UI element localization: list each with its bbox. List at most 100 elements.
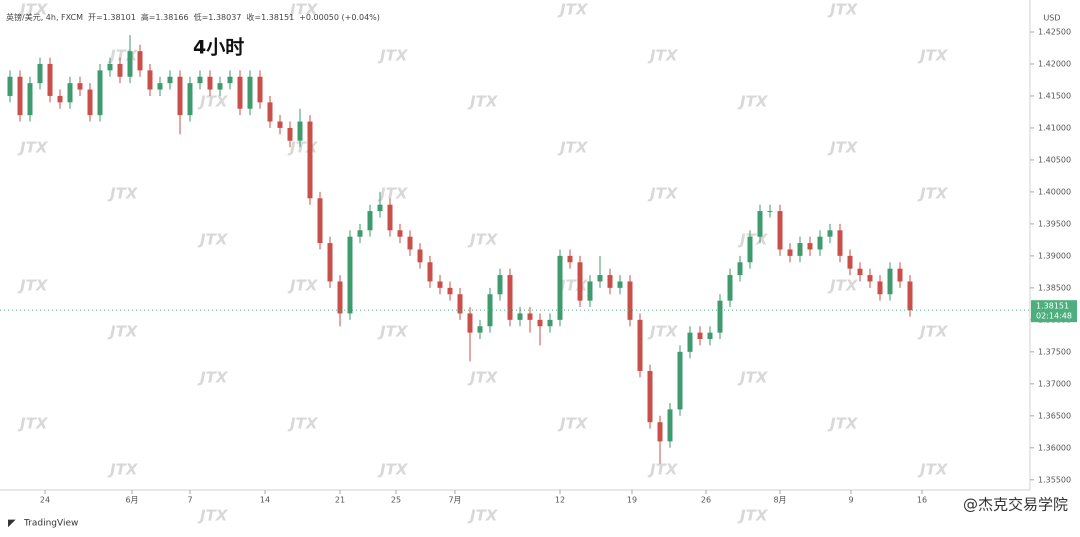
countdown: 02:14:48 bbox=[1036, 312, 1072, 321]
candle-body bbox=[567, 255, 573, 263]
candle-body bbox=[457, 294, 463, 314]
candle-body bbox=[507, 275, 513, 320]
change: +0.00050 (+0.04%) bbox=[299, 13, 380, 22]
y-tick-label: 1.35500 bbox=[1038, 475, 1071, 484]
x-tick-label: 8月 bbox=[773, 496, 786, 505]
candle-body bbox=[487, 294, 493, 327]
watermark: JTX bbox=[17, 1, 49, 19]
candle-body bbox=[27, 83, 33, 116]
x-tick-label: 6月 bbox=[125, 496, 138, 505]
candle-body bbox=[747, 236, 753, 263]
candle-body bbox=[87, 89, 93, 116]
watermark: JTX bbox=[827, 415, 859, 433]
candle-body bbox=[127, 51, 133, 77]
y-tick-label: 1.38500 bbox=[1038, 283, 1071, 292]
watermark: JTX bbox=[647, 323, 679, 341]
watermark: JTX bbox=[917, 323, 949, 341]
watermark: JTX bbox=[467, 369, 499, 387]
watermark: JTX bbox=[647, 461, 679, 479]
candle-body bbox=[147, 70, 153, 90]
candle-body bbox=[707, 332, 713, 340]
watermark: JTX bbox=[377, 47, 409, 65]
watermark: JTX bbox=[467, 93, 499, 111]
x-tick-label: 9 bbox=[848, 496, 853, 505]
watermark: JTX bbox=[467, 507, 499, 525]
watermark: JTX bbox=[287, 415, 319, 433]
y-tick-label: 1.40000 bbox=[1038, 187, 1071, 196]
watermark: JTX bbox=[737, 369, 769, 387]
x-tick-label: 24 bbox=[40, 496, 50, 505]
last-price-box bbox=[1031, 300, 1077, 323]
watermark: JTX bbox=[737, 507, 769, 525]
x-tick-label: 25 bbox=[391, 496, 401, 505]
candle-body bbox=[197, 76, 203, 84]
candle-body bbox=[607, 275, 613, 288]
candle-body bbox=[887, 268, 893, 295]
candle-body bbox=[47, 63, 53, 96]
candle-body bbox=[227, 76, 233, 84]
x-tick-label: 16 bbox=[917, 496, 927, 505]
candle-body bbox=[257, 76, 263, 103]
watermark: JTX bbox=[107, 47, 139, 65]
watermark: JTX bbox=[917, 461, 949, 479]
watermark: JTX bbox=[467, 231, 499, 249]
watermark: JTX bbox=[917, 47, 949, 65]
candle-body bbox=[287, 127, 293, 141]
candle-body bbox=[417, 249, 423, 263]
candle-body bbox=[627, 281, 633, 320]
candle-body bbox=[167, 76, 173, 84]
watermark: JTX bbox=[107, 461, 139, 479]
y-tick-label: 1.41000 bbox=[1038, 123, 1071, 132]
candle-body bbox=[247, 76, 253, 109]
candle-body bbox=[317, 198, 323, 244]
candle-body bbox=[77, 83, 83, 90]
watermark: JTX bbox=[107, 323, 139, 341]
candle-body bbox=[837, 230, 843, 256]
watermark: JTX bbox=[17, 139, 49, 157]
candle-body bbox=[777, 211, 783, 250]
watermark: JTX bbox=[557, 415, 589, 433]
x-tick-label: 7 bbox=[187, 496, 192, 505]
open: 开=1.38101 bbox=[88, 13, 136, 22]
candle-body bbox=[327, 243, 333, 282]
candle-body bbox=[717, 300, 723, 333]
candle-body bbox=[107, 63, 113, 71]
candle-body bbox=[67, 83, 73, 103]
y-tick-label: 1.37000 bbox=[1038, 379, 1071, 388]
candle-body bbox=[687, 332, 693, 352]
candle-body bbox=[767, 211, 773, 213]
candle-body bbox=[727, 275, 733, 301]
last-price-label: 1.38151 bbox=[1036, 302, 1069, 311]
candle-body bbox=[517, 313, 523, 320]
y-tick-label: 1.36000 bbox=[1038, 443, 1071, 452]
watermark: JTX bbox=[827, 277, 859, 295]
candle-body bbox=[677, 351, 683, 410]
watermark: JTX bbox=[737, 93, 769, 111]
watermark: JTX bbox=[557, 1, 589, 19]
watermark: JTX bbox=[827, 139, 859, 157]
candle-body bbox=[377, 204, 383, 212]
candle-body bbox=[267, 102, 273, 122]
y-tick-label: 1.36500 bbox=[1038, 411, 1071, 420]
candle-body bbox=[217, 83, 223, 90]
y-tick-label: 1.42000 bbox=[1038, 59, 1071, 68]
candle-body bbox=[587, 281, 593, 301]
candle-body bbox=[367, 211, 373, 231]
candle-body bbox=[187, 83, 193, 116]
watermark: JTX bbox=[107, 185, 139, 203]
candle-body bbox=[877, 281, 883, 295]
candle-body bbox=[437, 281, 443, 288]
watermark: JTX bbox=[17, 277, 49, 295]
watermark: JTX bbox=[377, 461, 409, 479]
credit: @杰克交易学院 bbox=[963, 496, 1068, 514]
y-tick-label: 1.39000 bbox=[1038, 251, 1071, 260]
candle-body bbox=[907, 281, 913, 311]
candle-body bbox=[337, 281, 343, 314]
candle-body bbox=[117, 63, 123, 77]
candle-body bbox=[97, 70, 103, 116]
candle-body bbox=[737, 262, 743, 276]
candle-body bbox=[37, 63, 43, 84]
x-tick-label: 19 bbox=[627, 496, 637, 505]
